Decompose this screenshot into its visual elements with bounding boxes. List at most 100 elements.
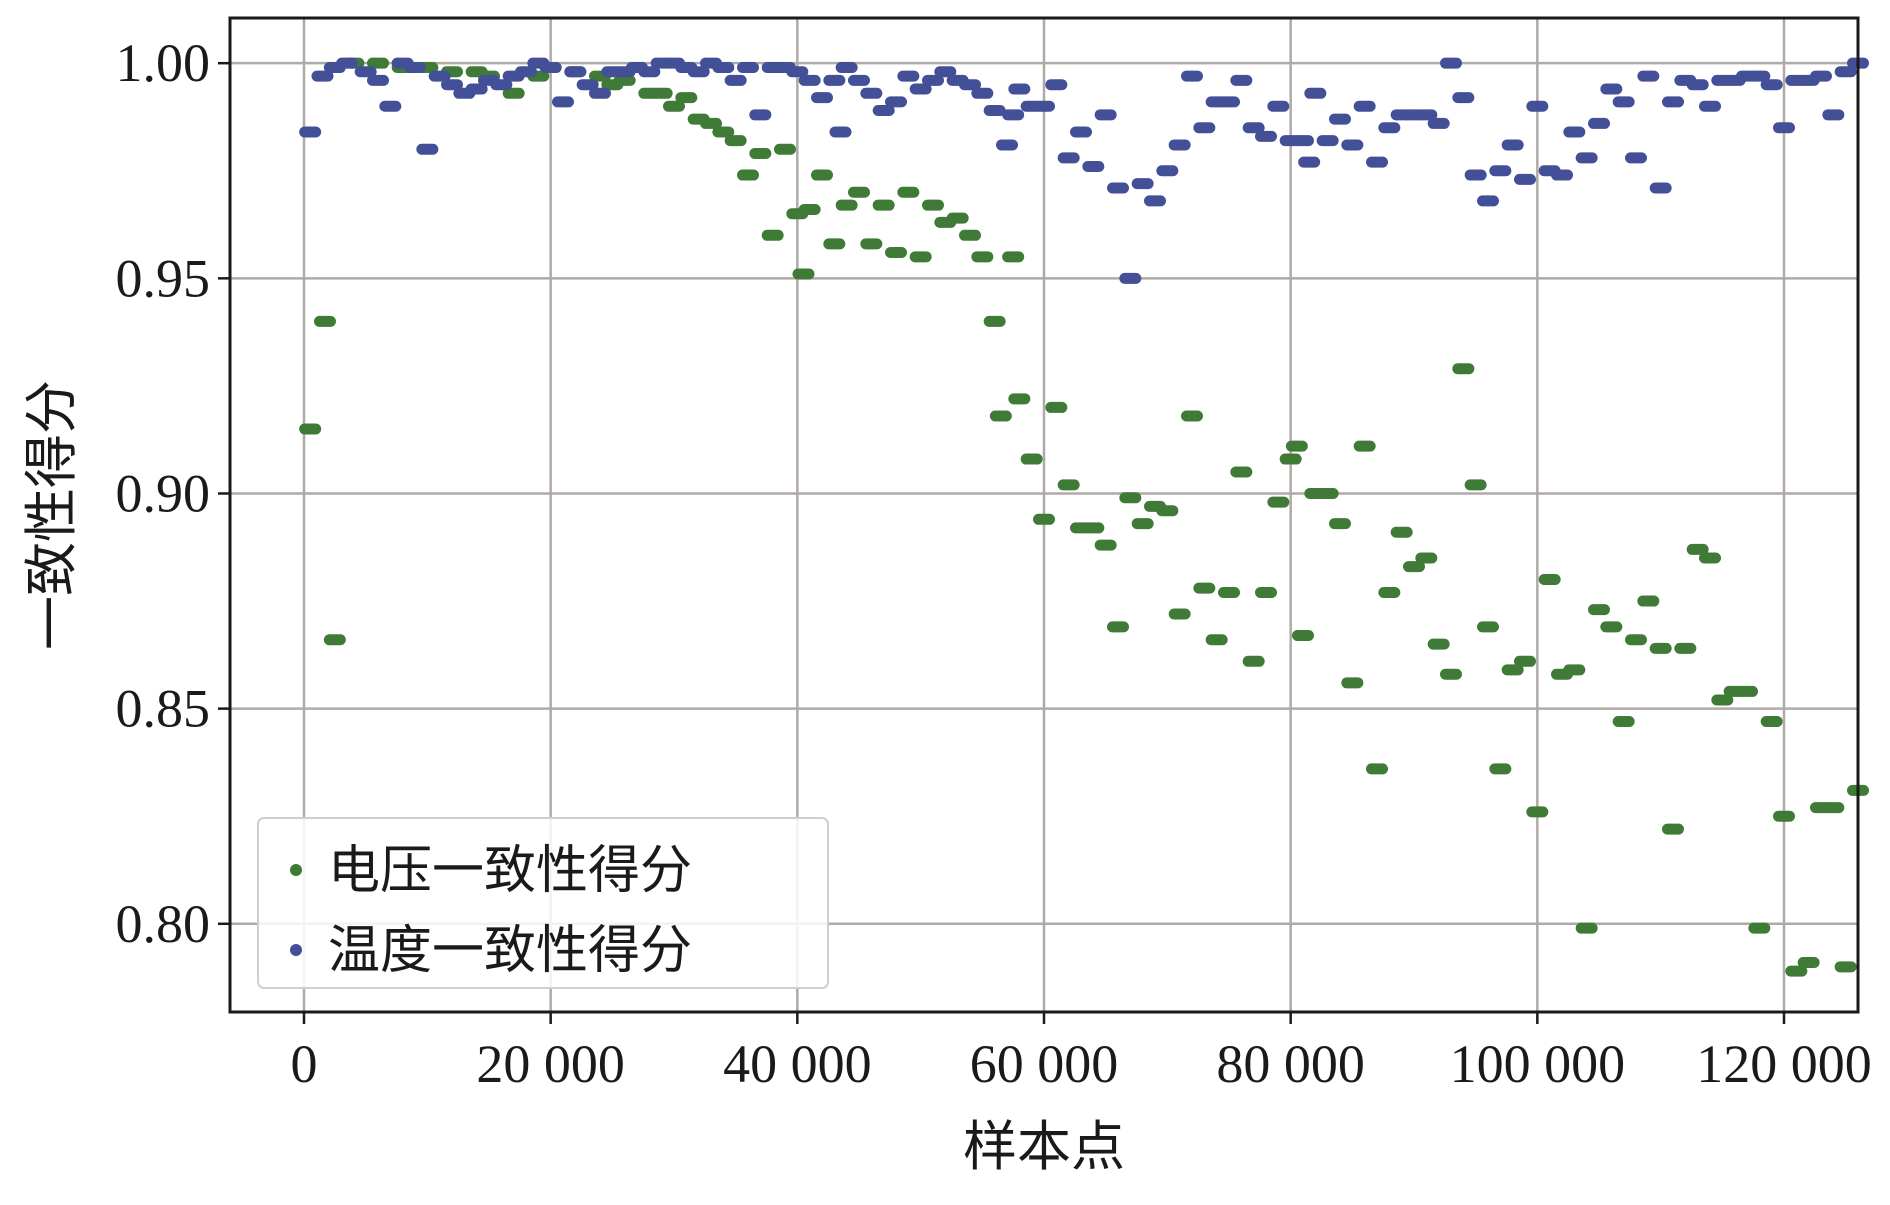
- data-point: [996, 139, 1018, 151]
- data-point: [872, 105, 895, 117]
- data-point: [490, 79, 513, 91]
- data-point: [860, 87, 883, 99]
- data-point: [1822, 109, 1845, 121]
- data-point: [983, 105, 1006, 117]
- data-point: [1415, 552, 1438, 564]
- legend-marker-temperature: [290, 944, 302, 956]
- data-point: [1107, 621, 1129, 633]
- data-point: [1218, 96, 1240, 108]
- data-point: [737, 61, 759, 73]
- data-point: [749, 109, 772, 121]
- data-point: [354, 66, 377, 78]
- data-point: [848, 74, 870, 86]
- data-point: [1538, 574, 1561, 586]
- data-point: [749, 148, 772, 160]
- data-point: [724, 135, 747, 147]
- data-point: [946, 212, 969, 224]
- data-point: [1144, 195, 1166, 207]
- data-point: [1489, 165, 1512, 177]
- data-point: [299, 423, 322, 435]
- data-point: [1341, 139, 1364, 151]
- data-point: [663, 100, 685, 112]
- data-point: [1427, 638, 1450, 650]
- data-point: [1575, 152, 1598, 164]
- x-tick-label: 0: [291, 1034, 318, 1094]
- data-point: [1181, 70, 1203, 82]
- data-point: [638, 66, 661, 78]
- grid: [230, 18, 1858, 1012]
- data-point: [1563, 664, 1586, 676]
- data-point: [1255, 130, 1277, 142]
- data-point: [502, 87, 525, 99]
- data-point: [613, 74, 636, 86]
- data-point: [675, 92, 698, 104]
- data-point: [1427, 117, 1450, 129]
- data-point: [829, 126, 852, 138]
- data-point: [1526, 100, 1549, 112]
- data-point: [1119, 492, 1142, 504]
- data-point: [1267, 100, 1290, 112]
- data-point: [1760, 716, 1783, 728]
- series-1: [299, 57, 1869, 284]
- data-point: [1002, 251, 1025, 263]
- data-point: [774, 143, 796, 155]
- data-point: [1662, 823, 1684, 835]
- data-point: [1600, 83, 1623, 95]
- data-point: [1033, 513, 1055, 525]
- data-point: [1662, 96, 1684, 108]
- legend-marker-voltage: [290, 864, 302, 876]
- legend-label-temperature: 温度一致性得分: [328, 921, 692, 981]
- data-point: [1637, 70, 1660, 82]
- data-point: [465, 83, 488, 95]
- x-tick-label: 60 000: [970, 1034, 1119, 1094]
- data-point: [1440, 57, 1462, 69]
- data-point: [1649, 182, 1672, 194]
- data-point: [1292, 629, 1314, 641]
- data-point: [885, 96, 907, 108]
- data-point: [1612, 96, 1635, 108]
- data-point: [1674, 642, 1697, 654]
- data-point: [1082, 160, 1105, 172]
- data-point: [576, 79, 599, 91]
- data-point: [1008, 393, 1031, 405]
- x-tick-label: 120 000: [1696, 1034, 1872, 1094]
- data-point: [1415, 109, 1438, 121]
- data-point: [1057, 479, 1080, 491]
- data-point: [1045, 79, 1068, 91]
- data-point: [897, 70, 920, 82]
- data-point: [712, 126, 735, 138]
- legend-box: [257, 817, 829, 989]
- data-point: [1785, 965, 1808, 977]
- data-point: [922, 199, 944, 211]
- data-point: [1760, 79, 1783, 91]
- legend: 电压一致性得分 温度一致性得分: [257, 817, 829, 989]
- data-point: [311, 70, 334, 82]
- data-point: [515, 66, 537, 78]
- data-point: [1131, 178, 1154, 190]
- data-point: [1205, 634, 1228, 646]
- data-point: [1773, 810, 1795, 822]
- data-point: [1588, 117, 1610, 129]
- data-point: [1329, 113, 1351, 125]
- data-point: [650, 87, 673, 99]
- data-point: [811, 169, 833, 181]
- data-point: [700, 117, 722, 129]
- data-point: [1341, 677, 1364, 689]
- data-point: [1588, 604, 1610, 616]
- data-point: [1822, 802, 1845, 814]
- data-point: [1316, 487, 1339, 499]
- data-point: [1699, 100, 1721, 112]
- x-tick-label: 100 000: [1450, 1034, 1626, 1094]
- data-point: [860, 238, 883, 250]
- data-point: [1834, 961, 1857, 973]
- data-point: [1285, 440, 1308, 452]
- data-point: [1699, 552, 1721, 564]
- data-point: [1501, 139, 1524, 151]
- data-point: [1551, 169, 1573, 181]
- data-point: [1181, 410, 1203, 422]
- y-tick-label: 1.00: [116, 33, 211, 93]
- y-axis-label: 一致性得分: [20, 380, 83, 650]
- data-point: [1390, 526, 1413, 538]
- y-tick-label: 0.95: [116, 248, 211, 308]
